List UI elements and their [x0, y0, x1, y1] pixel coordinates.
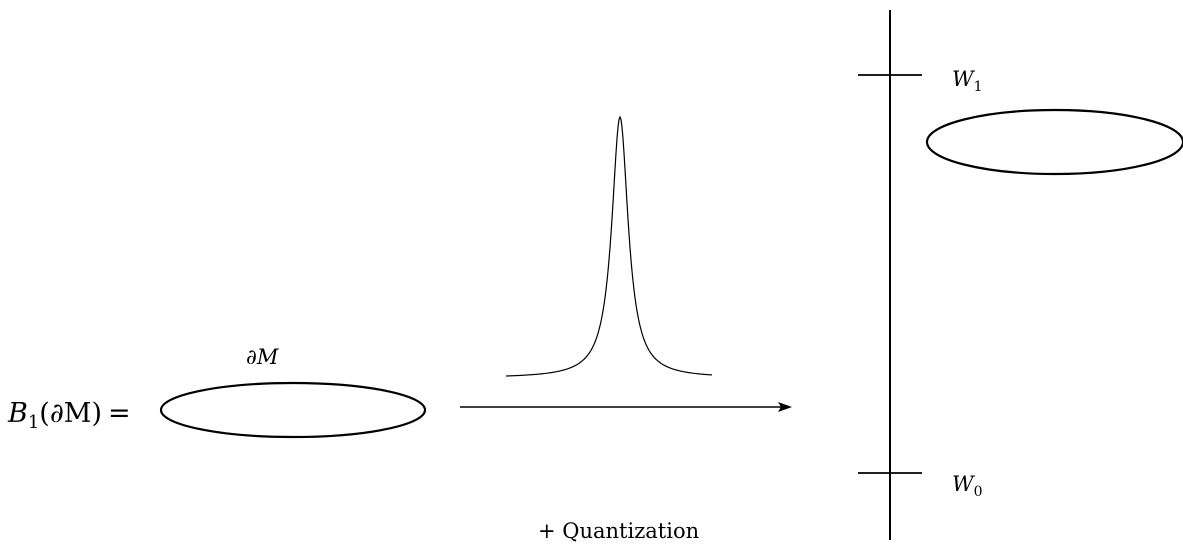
lhs-operator-subscript: 1: [28, 412, 39, 433]
boundary-label: ∂M: [246, 345, 279, 369]
peak-curve: [505, 115, 713, 377]
lhs-expression: B1(∂M) =: [7, 398, 131, 433]
tick-bottom-subscript: 0: [974, 484, 983, 500]
tick-top-name: W: [952, 67, 976, 91]
lhs-argument: (∂M): [39, 398, 102, 429]
boundary-loop: [159, 381, 427, 439]
lhs-operator: B: [7, 398, 28, 429]
lhs-equals: =: [108, 398, 131, 429]
quantized-loop: [925, 108, 1183, 176]
arrow-label: + Quantization: [538, 519, 699, 543]
tick-bottom-name: W: [952, 472, 976, 496]
tick-top-subscript: 1: [974, 79, 983, 95]
arrow-head: [778, 402, 792, 412]
tick-top-label: W1: [952, 67, 983, 95]
tick-bottom-label: W0: [952, 472, 983, 500]
